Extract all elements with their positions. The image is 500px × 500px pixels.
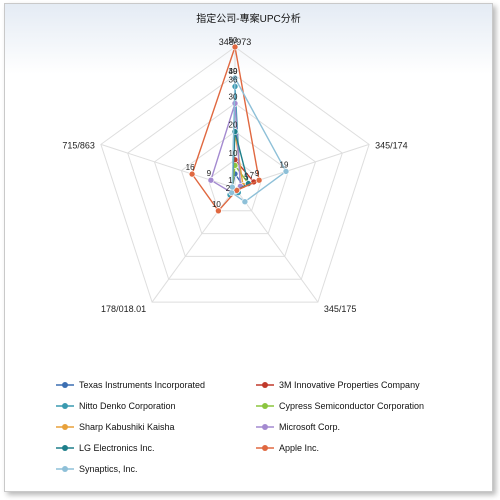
axis-label: 345/174 [375, 140, 408, 150]
data-point [231, 43, 239, 51]
legend-label: Synaptics, Inc. [79, 464, 138, 474]
legend-marker [56, 466, 74, 472]
data-label: 2 [226, 184, 231, 193]
data-point [282, 168, 290, 175]
data-label: 40 [229, 67, 238, 76]
legend-marker [256, 445, 274, 451]
legend-label: Apple Inc. [279, 443, 320, 453]
data-label: 9 [207, 169, 212, 178]
series-line [191, 46, 260, 212]
data-label: 7 [250, 171, 255, 180]
radar-plot: 348/973 345/174 345/175 178/018.01 715/863 50… [62, 36, 408, 314]
legend-label: 3M Innovative Properties Company [279, 380, 420, 390]
legend-label: Cypress Semiconductor Corporation [279, 401, 425, 411]
data-label: 19 [280, 160, 289, 169]
data-point [207, 176, 215, 184]
legend-marker [256, 403, 274, 409]
legend-marker [56, 424, 74, 430]
data-point [231, 74, 239, 82]
legend-label: Microsoft Corp. [279, 422, 341, 432]
legend-marker [56, 445, 74, 451]
axis-label: 345/175 [324, 304, 357, 314]
data-point [255, 176, 263, 184]
data-point [188, 170, 196, 178]
grid-ring [153, 102, 317, 257]
chart-frame: 指定公司-專案UPC分析 348/973 345/174 345/175 178/01… [4, 3, 493, 492]
data-label: 5 [244, 173, 249, 182]
legend-label: Texas Instruments Incorporated [79, 380, 206, 390]
chart-title: 指定公司-專案UPC分析 [196, 14, 301, 25]
data-label: 30 [229, 92, 238, 101]
legend-label: LG Electronics Inc. [79, 443, 155, 453]
data-point [229, 183, 236, 191]
data-label: 50 [229, 36, 238, 45]
data-label: 39 [229, 67, 238, 76]
axis-spoke [234, 187, 319, 303]
grid-ring [100, 46, 370, 303]
legend-marker [56, 403, 74, 409]
grid-ring [180, 130, 290, 235]
axis-label: 715/863 [62, 140, 95, 150]
series-line [230, 77, 287, 203]
legend-marker [56, 382, 74, 388]
data-point [241, 198, 249, 205]
data-point [215, 207, 222, 215]
legend-marker [256, 424, 274, 430]
data-label: 16 [186, 163, 195, 172]
data-label: 10 [229, 149, 238, 158]
legend-label: Nitto Denko Corporation [79, 401, 176, 411]
axis-label: 178/018.01 [101, 304, 146, 314]
legend-label: Sharp Kabushiki Kaisha [79, 422, 175, 432]
data-label: 9 [255, 169, 260, 178]
legend-marker [256, 382, 274, 388]
data-label: 1 [228, 176, 233, 185]
axis-label: 348/973 [219, 37, 252, 47]
grid-ring [127, 74, 343, 280]
data-label: 36 [229, 76, 238, 85]
data-label: 20 [229, 121, 238, 130]
data-label: 10 [212, 200, 221, 209]
